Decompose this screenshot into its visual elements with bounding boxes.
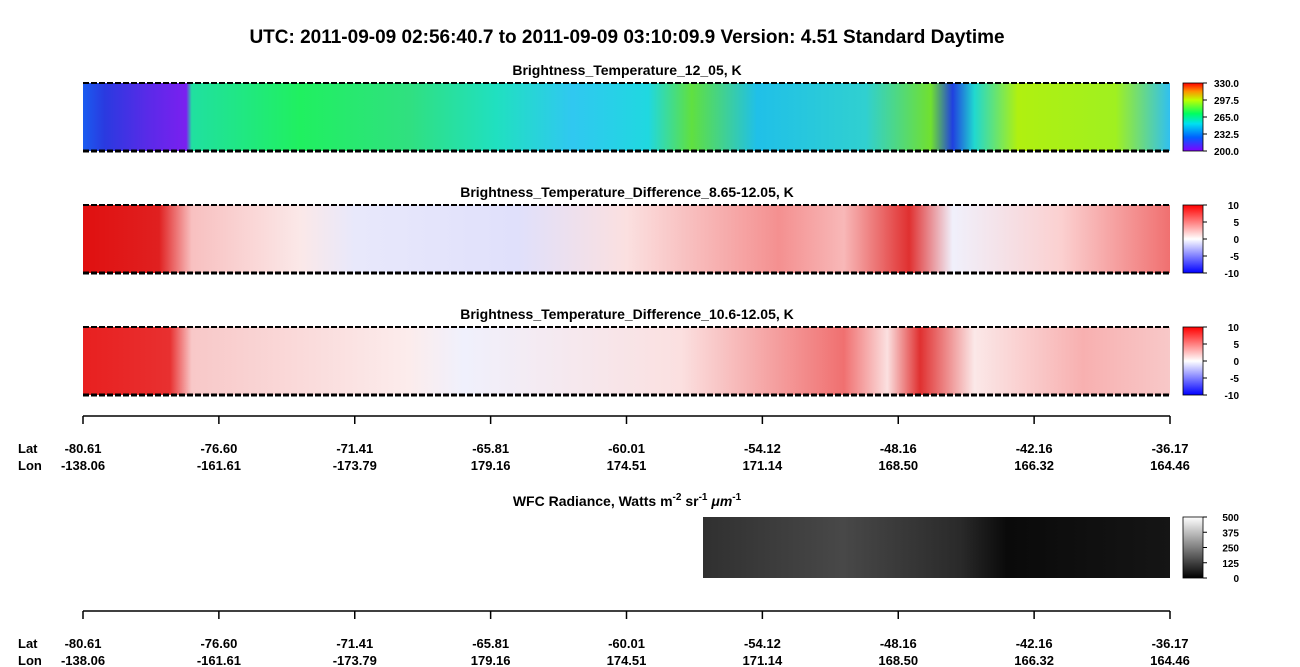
colorbar-label: 125 bbox=[1222, 559, 1239, 570]
wfc-title-sup: -1 bbox=[699, 492, 708, 503]
panel-image bbox=[83, 327, 1170, 395]
colorbar-label: 5 bbox=[1233, 340, 1239, 351]
lon-label: 174.51 bbox=[607, 653, 647, 667]
lon-label: -161.61 bbox=[197, 458, 241, 473]
lon-label: 179.16 bbox=[471, 458, 511, 473]
wfc-title-text: WFC Radiance, Watts m bbox=[513, 493, 673, 509]
colorbar-label: -5 bbox=[1230, 252, 1239, 263]
wfc-image bbox=[703, 517, 1170, 578]
colorbar-label: 10 bbox=[1228, 201, 1240, 212]
lat-label: -80.61 bbox=[65, 441, 102, 456]
lon-label: 168.50 bbox=[878, 458, 918, 473]
lat-label: -36.17 bbox=[1152, 441, 1189, 456]
colorbar bbox=[1182, 326, 1204, 396]
lat-label: -65.81 bbox=[472, 441, 509, 456]
colorbar-label: 297.5 bbox=[1214, 96, 1239, 107]
colorbar-label: 265.0 bbox=[1214, 113, 1239, 124]
wfc-title: WFC Radiance, Watts m-2 sr-1 μm-1 bbox=[513, 492, 742, 509]
wfc-title-text: sr bbox=[681, 493, 699, 509]
colorbar bbox=[1182, 516, 1204, 579]
lat-label: -76.60 bbox=[200, 636, 237, 651]
colorbar bbox=[1182, 82, 1204, 152]
lat-label: -60.01 bbox=[608, 636, 645, 651]
colorbar-label: 10 bbox=[1228, 323, 1240, 334]
colorbar-label: -5 bbox=[1230, 374, 1239, 385]
colorbar bbox=[1182, 204, 1204, 274]
wfc-title-sup: -1 bbox=[732, 492, 741, 503]
lon-label: 174.51 bbox=[607, 458, 647, 473]
lat-label: -65.81 bbox=[472, 636, 509, 651]
lon-label: -138.06 bbox=[61, 653, 105, 667]
panel-image bbox=[83, 205, 1170, 273]
lat-label: -42.16 bbox=[1016, 636, 1053, 651]
lon-label: 166.32 bbox=[1014, 458, 1054, 473]
colorbar-label: -10 bbox=[1225, 269, 1240, 280]
lon-label: -173.79 bbox=[333, 458, 377, 473]
lon-label: -161.61 bbox=[197, 653, 241, 667]
colorbar-label: 232.5 bbox=[1214, 130, 1239, 141]
axis-row-label: Lon bbox=[18, 653, 42, 667]
lat-label: -48.16 bbox=[880, 636, 917, 651]
axis-row-label: Lat bbox=[18, 636, 38, 651]
colorbar-label: 5 bbox=[1233, 218, 1239, 229]
wfc-title-text: μm bbox=[707, 493, 732, 509]
lat-label: -42.16 bbox=[1016, 441, 1053, 456]
lon-label: 168.50 bbox=[878, 653, 918, 667]
figure-title: UTC: 2011-09-09 02:56:40.7 to 2011-09-09… bbox=[249, 27, 1004, 48]
lon-label: 179.16 bbox=[471, 653, 511, 667]
panel-title: Brightness_Temperature_Difference_8.65-1… bbox=[460, 184, 794, 200]
lat-label: -36.17 bbox=[1152, 636, 1189, 651]
lon-label: 164.46 bbox=[1150, 653, 1190, 667]
panel-title: Brightness_Temperature_12_05, K bbox=[512, 62, 741, 78]
lon-label: -138.06 bbox=[61, 458, 105, 473]
lat-label: -71.41 bbox=[336, 636, 373, 651]
colorbar-label: 375 bbox=[1222, 528, 1239, 539]
colorbar-label: 250 bbox=[1222, 544, 1239, 555]
lat-label: -80.61 bbox=[65, 636, 102, 651]
lon-label: -173.79 bbox=[333, 653, 377, 667]
lon-label: 166.32 bbox=[1014, 653, 1054, 667]
axis-row-label: Lon bbox=[18, 458, 42, 473]
colorbar-label: 0 bbox=[1233, 357, 1239, 368]
wfc-title-sup: -2 bbox=[673, 492, 682, 503]
colorbar-label: 330.0 bbox=[1214, 79, 1239, 90]
panel-image bbox=[83, 83, 1170, 151]
lon-label: 171.14 bbox=[742, 458, 783, 473]
lat-label: -71.41 bbox=[336, 441, 373, 456]
lat-label: -48.16 bbox=[880, 441, 917, 456]
lon-label: 171.14 bbox=[742, 653, 783, 667]
colorbar-label: 500 bbox=[1222, 513, 1239, 524]
lat-label: -76.60 bbox=[200, 441, 237, 456]
lon-label: 164.46 bbox=[1150, 458, 1190, 473]
lat-label: -54.12 bbox=[744, 636, 781, 651]
lat-label: -60.01 bbox=[608, 441, 645, 456]
colorbar-label: 0 bbox=[1233, 574, 1239, 585]
panel-title: Brightness_Temperature_Difference_10.6-1… bbox=[460, 306, 794, 322]
colorbar-label: 0 bbox=[1233, 235, 1239, 246]
colorbar-label: -10 bbox=[1225, 391, 1240, 402]
lat-label: -54.12 bbox=[744, 441, 781, 456]
colorbar-label: 200.0 bbox=[1214, 147, 1239, 158]
axis-row-label: Lat bbox=[18, 441, 38, 456]
